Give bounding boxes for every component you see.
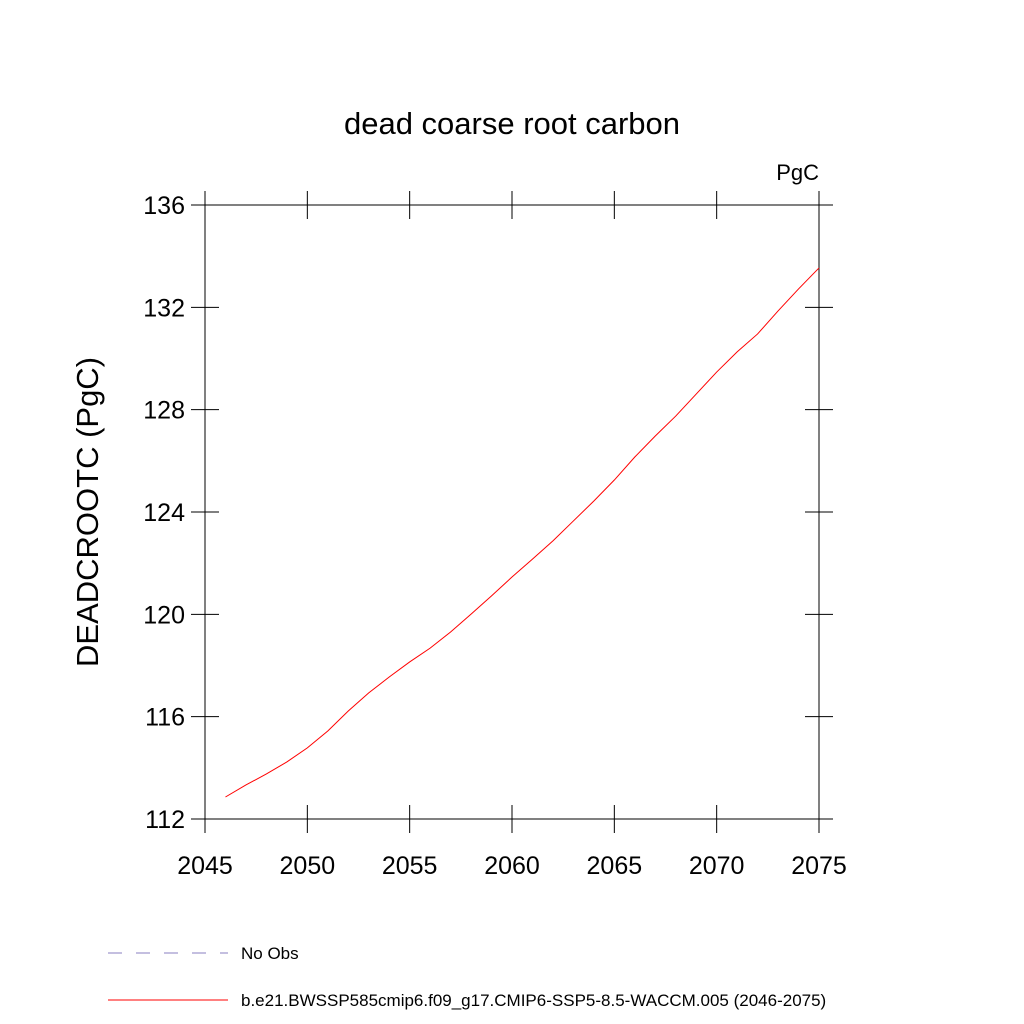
plot-frame: [204, 204, 820, 820]
y-tick-label: 132: [143, 294, 185, 322]
legend-label: No Obs: [241, 944, 299, 963]
y-tick-label: 120: [143, 601, 185, 629]
y-tick-label: 136: [143, 192, 185, 220]
x-tick-label: 2075: [791, 852, 847, 880]
x-tick-label: 2060: [484, 852, 540, 880]
x-tick-label: 2055: [382, 852, 438, 880]
y-tick-label: 128: [143, 397, 185, 425]
y-tick-label: 116: [145, 704, 185, 732]
x-tick-label: 2045: [177, 852, 233, 880]
legend-label: b.e21.BWSSP585cmip6.f09_g17.CMIP6-SSP5-8…: [241, 991, 826, 1010]
x-tick-label: 2065: [587, 852, 643, 880]
y-tick-label: 112: [145, 806, 185, 834]
x-tick-label: 2050: [280, 852, 336, 880]
y-tick-label: 124: [143, 499, 185, 527]
y-axis-label: DEADCROOTC (PgC): [70, 357, 105, 667]
units-label: PgC: [776, 160, 819, 185]
data-line: [225, 267, 820, 798]
chart-title: dead coarse root carbon: [344, 106, 680, 141]
x-tick-label: 2070: [689, 852, 745, 880]
